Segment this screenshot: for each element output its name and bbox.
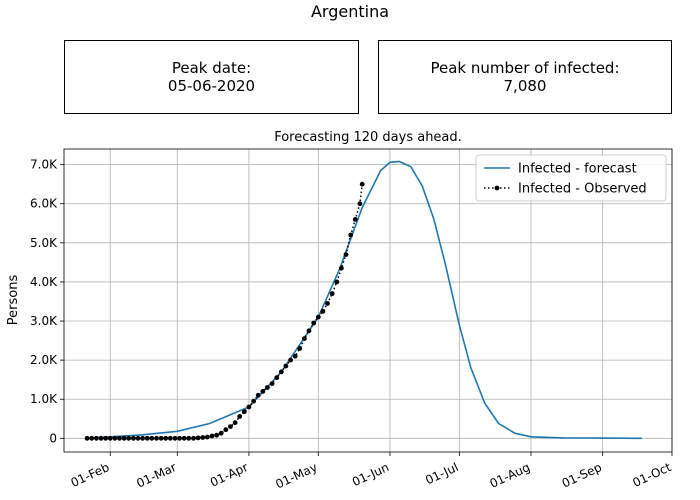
y-tick-label: 1.0K bbox=[30, 392, 58, 406]
data-point bbox=[121, 435, 127, 441]
data-point bbox=[204, 434, 210, 440]
data-point bbox=[84, 435, 90, 441]
x-tick-label: 01-Sep bbox=[560, 460, 604, 491]
x-tick-label: 01-Aug bbox=[488, 460, 533, 491]
plot-frame bbox=[63, 148, 673, 453]
data-point bbox=[177, 435, 183, 441]
data-point bbox=[149, 435, 155, 441]
data-point bbox=[232, 420, 238, 426]
data-point bbox=[163, 435, 169, 441]
data-point bbox=[144, 435, 150, 441]
data-point bbox=[131, 435, 136, 441]
data-point bbox=[334, 279, 340, 285]
data-point bbox=[251, 398, 256, 404]
x-tick-label: 01-Jun bbox=[350, 460, 391, 489]
data-point bbox=[98, 435, 104, 441]
data-point bbox=[359, 181, 365, 187]
series-layer bbox=[84, 160, 642, 441]
peak-infected-label: Peak number of infected: bbox=[430, 59, 620, 77]
peak-date-label: Peak date: bbox=[171, 59, 252, 77]
data-point bbox=[117, 435, 122, 441]
data-point bbox=[218, 430, 224, 436]
legend-marker bbox=[494, 185, 500, 191]
data-point bbox=[357, 201, 363, 207]
data-point bbox=[320, 308, 326, 314]
legend-label: Infected - forecast bbox=[518, 162, 637, 177]
legend-box bbox=[475, 154, 667, 202]
data-point bbox=[214, 432, 220, 438]
data-point bbox=[339, 265, 344, 271]
grid bbox=[64, 149, 673, 452]
x-tick-label: 01-Oct bbox=[630, 460, 673, 490]
data-point bbox=[135, 435, 141, 441]
data-point bbox=[255, 392, 261, 398]
data-point bbox=[237, 414, 243, 419]
data-point bbox=[292, 353, 298, 359]
data-point bbox=[126, 435, 132, 441]
data-point bbox=[154, 435, 159, 441]
y-tick-label: 3.0K bbox=[30, 314, 58, 328]
data-point bbox=[228, 424, 233, 429]
data-point bbox=[241, 409, 247, 415]
data-point bbox=[103, 435, 108, 441]
data-point bbox=[158, 435, 164, 441]
data-point bbox=[352, 217, 358, 222]
peak-infected-box: Peak number of infected: 7,080 bbox=[378, 40, 672, 114]
data-point bbox=[167, 435, 173, 441]
x-tick-label: 01-May bbox=[273, 460, 319, 491]
y-tick-label: 7.0K bbox=[30, 158, 58, 172]
data-point bbox=[343, 252, 349, 257]
y-axis-label: Persons bbox=[6, 275, 21, 326]
legend: Infected - forecast Infected - Observed bbox=[475, 154, 667, 202]
chart-title: Forecasting 120 days ahead. bbox=[274, 130, 462, 145]
data-point bbox=[306, 328, 312, 334]
data-point bbox=[172, 435, 178, 441]
peak-date-box: Peak date: 05-06-2020 bbox=[64, 40, 359, 114]
peak-date-value: 05-06-2020 bbox=[167, 77, 256, 95]
data-point bbox=[283, 363, 289, 369]
data-point bbox=[297, 346, 303, 351]
data-point bbox=[186, 435, 192, 441]
data-point bbox=[112, 435, 118, 441]
data-point bbox=[278, 369, 284, 375]
data-point bbox=[260, 389, 266, 394]
data-point bbox=[246, 404, 252, 410]
data-point bbox=[223, 427, 229, 433]
data-point bbox=[325, 301, 330, 306]
data-point bbox=[288, 357, 293, 363]
data-point bbox=[140, 435, 146, 441]
data-point bbox=[191, 435, 196, 441]
data-point bbox=[181, 435, 187, 441]
data-point bbox=[274, 375, 280, 381]
data-point bbox=[265, 385, 270, 390]
data-point bbox=[329, 291, 335, 297]
data-point bbox=[94, 435, 99, 441]
data-point bbox=[195, 435, 201, 441]
y-tick-label: 2.0K bbox=[30, 353, 58, 367]
y-tick-label: 6.0K bbox=[30, 197, 58, 211]
figure-title: Argentina bbox=[310, 2, 390, 21]
data-point bbox=[302, 336, 307, 341]
series-line-0 bbox=[87, 160, 642, 440]
x-tick-label: 01-Apr bbox=[208, 460, 250, 490]
y-tick-label: 5.0K bbox=[30, 236, 58, 250]
x-tick-label: 01-Mar bbox=[134, 460, 178, 491]
data-point bbox=[200, 435, 206, 440]
data-point bbox=[311, 320, 317, 326]
data-point bbox=[89, 435, 95, 441]
y-tick-label: 4.0K bbox=[30, 275, 58, 289]
legend-label: Infected - Observed bbox=[518, 182, 647, 197]
x-tick-label: 01-Jul bbox=[423, 460, 460, 487]
data-point bbox=[209, 433, 215, 439]
data-point bbox=[348, 232, 354, 238]
x-tick-label: 01-Feb bbox=[69, 460, 112, 490]
data-point bbox=[269, 381, 275, 386]
peak-infected-value: 7,080 bbox=[503, 77, 547, 95]
y-tick-label: 0 bbox=[49, 431, 57, 445]
data-point bbox=[107, 435, 113, 441]
data-point bbox=[315, 314, 321, 320]
